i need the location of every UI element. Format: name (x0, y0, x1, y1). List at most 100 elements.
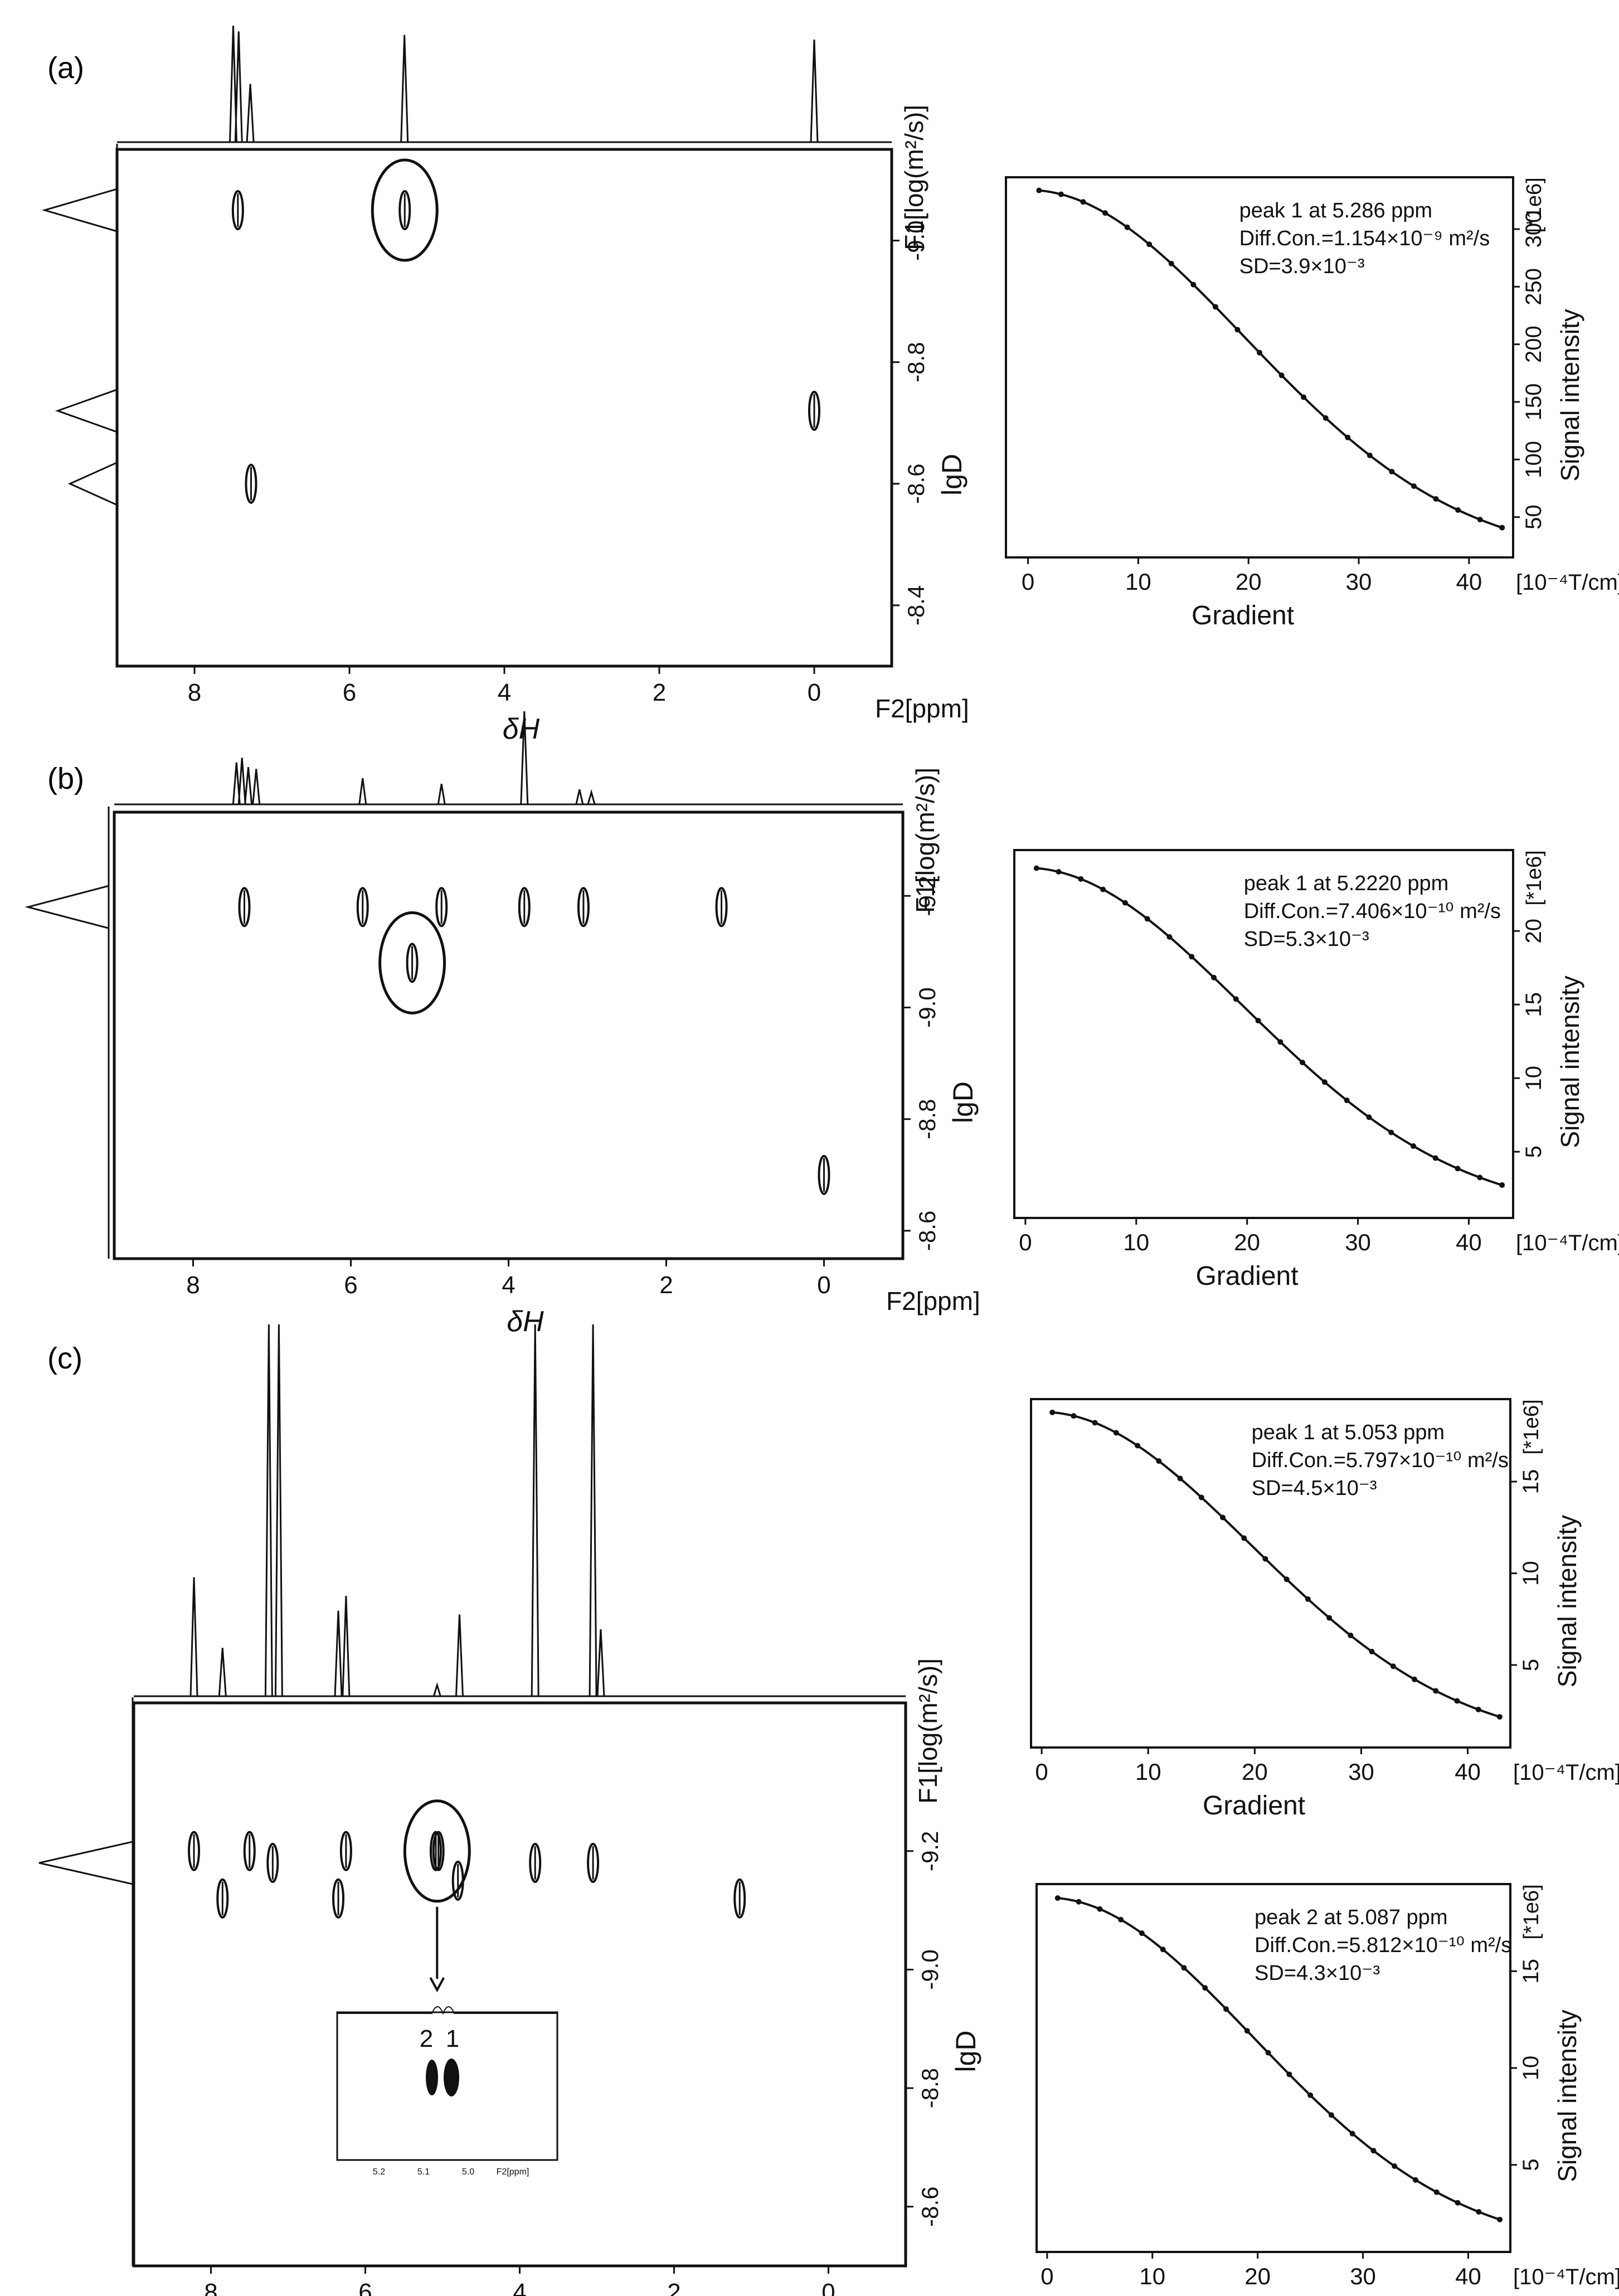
data-point (1278, 372, 1285, 378)
highlight-circle (403, 1799, 471, 1903)
x-tick-label: 8 (204, 2279, 217, 2296)
dosy-signal-contour (243, 1831, 256, 1871)
data-point (1411, 1143, 1416, 1149)
data-point (1366, 1114, 1372, 1120)
proton-spectrum-peak (531, 1324, 539, 1697)
y-tick-label: -9.0 (917, 1949, 943, 1989)
data-point (1255, 1018, 1261, 1024)
x-unit-label: [10⁻⁴T/cm] (1513, 2265, 1619, 2289)
dosy-signal-contour (435, 887, 448, 928)
dosy-signal-contour (429, 1831, 442, 1871)
data-point (1190, 281, 1197, 288)
y-tick-label: 5 (1519, 1659, 1543, 1671)
x-tick-label: 20 (1244, 2263, 1271, 2289)
data-point (1433, 2189, 1440, 2195)
y-axis-title: F1[log(m²/s)] (911, 768, 940, 913)
dosy-signal-contour (715, 887, 728, 928)
data-point (1432, 1155, 1438, 1161)
data-point (1135, 1443, 1141, 1449)
x-tick-label: 30 (1345, 1229, 1371, 1255)
data-point (1300, 1060, 1306, 1066)
data-point (1345, 434, 1351, 440)
y-axis-title: Signal intensity (1553, 2009, 1582, 2182)
dosy-signal-contour (245, 463, 257, 504)
proton-spectrum-peak (246, 84, 255, 143)
data-point (1475, 1706, 1481, 1712)
data-point (1241, 1535, 1247, 1541)
dosy-signal-contour (577, 887, 590, 928)
x-tick-label: 0 (1022, 569, 1034, 595)
data-point (1455, 1166, 1461, 1172)
y-tick-label: 300 (1521, 211, 1546, 248)
x-tick-label: 2 (659, 1271, 673, 1299)
data-point (1244, 2028, 1250, 2034)
proton-spectrum-peak (232, 762, 241, 805)
x-unit-label: [10⁻⁴T/cm] (1513, 1760, 1619, 1785)
data-point (1056, 869, 1062, 875)
y-axis-symbol: lgD (936, 454, 967, 496)
proton-spectrum-peak (229, 25, 237, 143)
inset-tick-label: 5.2 (373, 2167, 385, 2177)
proton-spectrum-peak (587, 789, 596, 805)
dosy-plot-frame (115, 148, 893, 668)
data-point (1033, 865, 1039, 871)
data-point (1080, 199, 1086, 205)
y-unit-label: [*1e6] (1520, 1884, 1543, 1939)
y-tick-label: -8.8 (917, 2068, 943, 2108)
x-tick-label: 30 (1348, 1759, 1374, 1785)
proton-spectrum-peak (520, 711, 529, 805)
y-tick-label: 5 (1521, 1145, 1546, 1158)
x-axis-title: F2[ppm] (886, 1287, 980, 1316)
data-point (1049, 1409, 1056, 1415)
dosy-signal-contour (332, 1878, 345, 1919)
x-tick-label: 10 (1125, 569, 1151, 595)
data-point (1054, 1895, 1061, 1901)
data-point (1477, 517, 1483, 523)
fit-annotation-line: SD=5.3×10⁻³ (1244, 928, 1369, 951)
data-point (1233, 996, 1239, 1002)
data-point (1433, 496, 1439, 502)
dosy-signal-contour (733, 1878, 746, 1919)
x-tick-label: 0 (817, 1271, 830, 1299)
data-point (1166, 934, 1173, 940)
y-axis-title: Signal intensity (1555, 309, 1584, 481)
fit-annotation-line: Diff.Con.=1.154×10⁻⁹ m²/s (1239, 227, 1490, 250)
x-axis-title: Gradient (1203, 1791, 1305, 1821)
data-point (1144, 916, 1150, 922)
data-point (1476, 2209, 1482, 2215)
dosy-signal-contour (356, 887, 369, 928)
data-point (1305, 1596, 1311, 1602)
inset-tick-label: 5.0 (462, 2167, 474, 2177)
decay-fit-curve (1052, 1411, 1500, 1718)
data-point (1390, 1663, 1396, 1669)
y-tick-label: 10 (1519, 2056, 1543, 2081)
data-point (1321, 1079, 1328, 1085)
data-point (1189, 954, 1195, 960)
data-point (1168, 260, 1174, 266)
decay-plot-frame (1005, 176, 1514, 559)
data-point (1156, 1458, 1162, 1464)
data-point (1283, 1576, 1290, 1583)
y-tick-label: -9.2 (914, 876, 940, 916)
fit-annotation-line: SD=3.9×10⁻³ (1239, 255, 1365, 278)
x-tick-label: 10 (1135, 1759, 1161, 1785)
x-unit-label: [10⁻⁴T/cm] (1516, 570, 1619, 595)
data-point (1139, 1930, 1145, 1936)
proton-spectrum-peak (237, 758, 246, 805)
x-tick-label: 40 (1456, 1229, 1482, 1255)
dosy-signal-contour (587, 1843, 600, 1884)
data-point (1344, 1098, 1350, 1104)
proton-spectrum-peak (400, 35, 409, 143)
y-tick-label: 100 (1521, 441, 1546, 478)
x-tick-label: 4 (498, 679, 511, 706)
decay-plot-frame (1013, 849, 1514, 1219)
panel-label-b: (b) (47, 762, 84, 795)
y-axis-title: Signal intensity (1553, 1515, 1582, 1687)
data-point (1348, 1632, 1354, 1638)
data-point (1265, 2050, 1271, 2056)
data-point (1301, 394, 1307, 400)
data-point (1036, 187, 1042, 193)
proton-spectrum-peak (575, 789, 584, 805)
data-point (1181, 1965, 1187, 1971)
y-axis-symbol: lgD (947, 1081, 979, 1123)
